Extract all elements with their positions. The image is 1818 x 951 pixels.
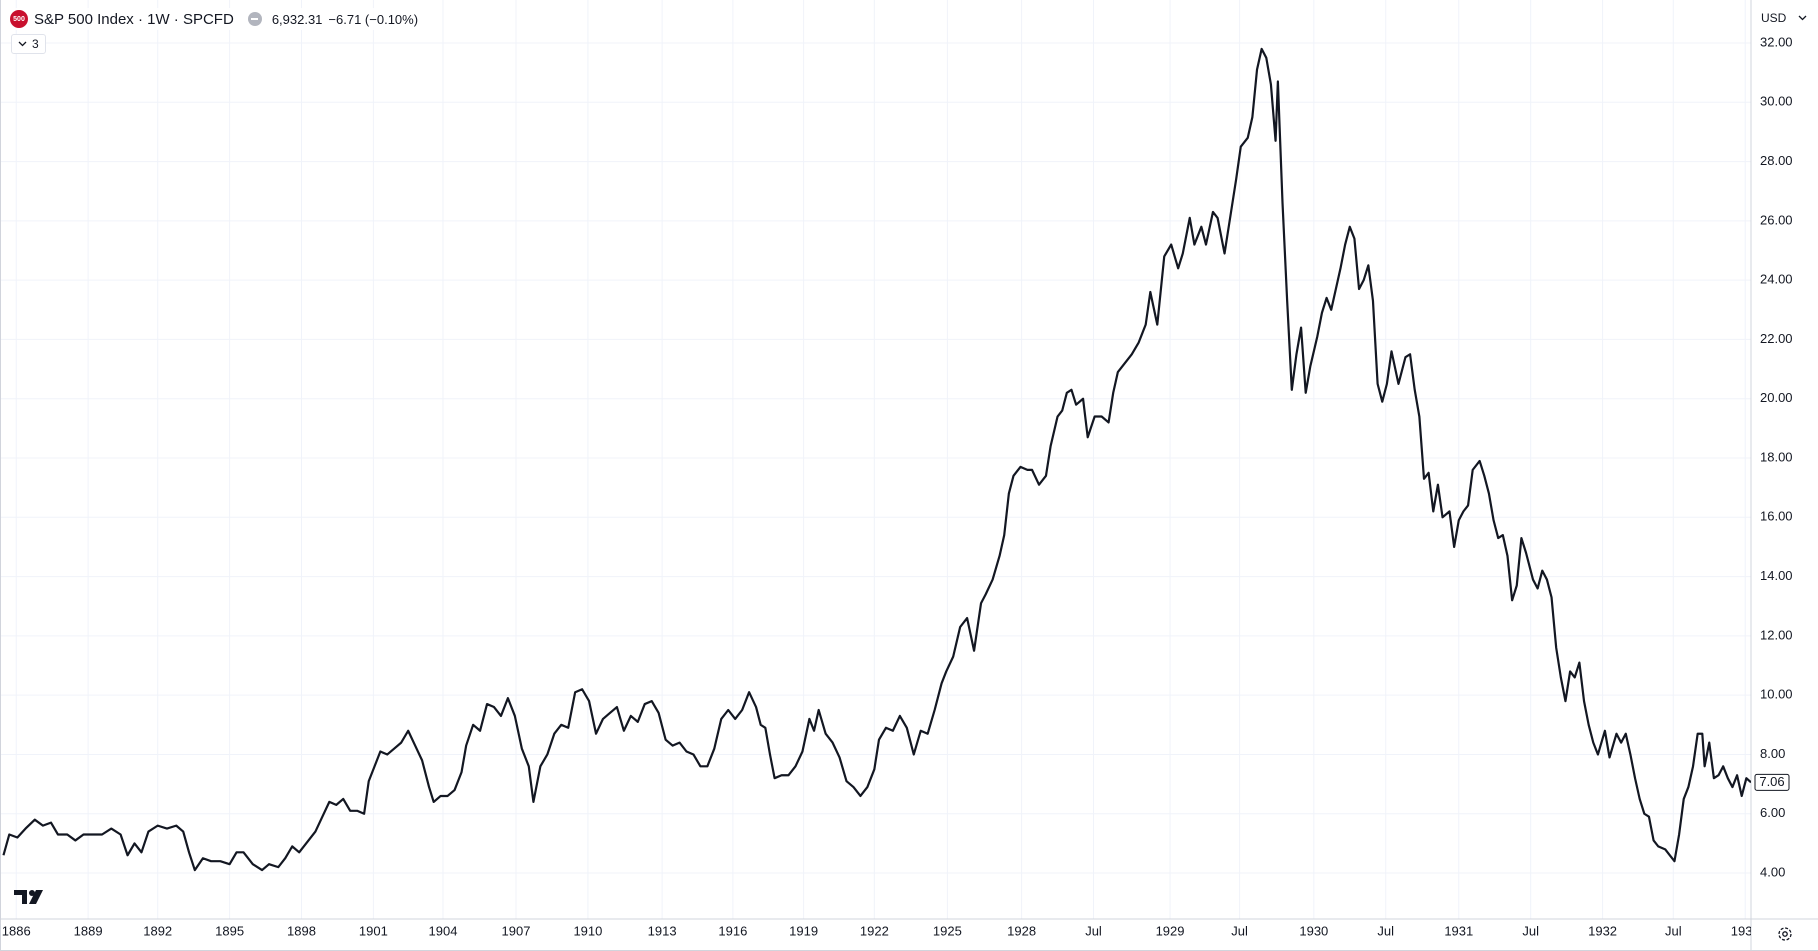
y-tick-label: 16.00: [1760, 509, 1793, 524]
x-tick-label: Jul: [1665, 923, 1682, 938]
symbol-header: 500 S&P 500 Index · 1W · SPCFD 6,932.31 …: [10, 8, 419, 30]
last-value-box: [1754, 773, 1790, 791]
settings-icon[interactable]: [1778, 927, 1792, 941]
market-status[interactable]: [247, 12, 262, 26]
x-tick-label: 1907: [502, 923, 531, 938]
currency-select[interactable]: USD: [1755, 6, 1813, 30]
x-tick-label: 1898: [287, 923, 316, 938]
price-change: −6.71 (−0.10%): [328, 11, 419, 27]
y-tick-label: 10.00: [1760, 687, 1793, 702]
y-tick-label: 8.00: [1760, 746, 1785, 761]
x-tick-label: 1932: [1588, 923, 1617, 938]
x-tick-label: 1886: [2, 923, 31, 938]
last-value-label: 7.06: [1759, 774, 1784, 789]
x-tick-label: Jul: [1231, 923, 1248, 938]
y-tick-label: 18.00: [1760, 449, 1793, 464]
x-tick-label: 1922: [860, 923, 889, 938]
gear-outer: [1778, 927, 1792, 941]
y-tick-label: 6.00: [1760, 805, 1785, 820]
indicators-count: 3: [32, 37, 39, 51]
x-tick-label: 1889: [74, 923, 103, 938]
x-tick-label: 1916: [718, 923, 747, 938]
tv-logo-dot: [29, 890, 35, 896]
x-tick-label: 1930: [1299, 923, 1328, 938]
y-tick-label: 28.00: [1760, 153, 1793, 168]
x-tick-label: Jul: [1085, 923, 1102, 938]
x-tick-label: 1910: [573, 923, 602, 938]
y-tick-label: 4.00: [1760, 864, 1785, 879]
y-tick-label: 32.00: [1760, 34, 1793, 49]
y-tick-label: 14.00: [1760, 568, 1793, 583]
x-tick-label: 1901: [359, 923, 388, 938]
x-tick-label: 1919: [789, 923, 818, 938]
x-tick-label: Jul: [1522, 923, 1539, 938]
chevron: [18, 41, 27, 47]
y-tick-label: 20.00: [1760, 390, 1793, 405]
tv-logo-mark: [14, 890, 27, 904]
x-tick-label: 1929: [1156, 923, 1185, 938]
y-tick-label: 26.00: [1760, 212, 1793, 227]
price-line: [2, 47, 1751, 872]
chevron: [1798, 15, 1807, 21]
symbol-logo: 500: [10, 10, 28, 28]
gear-inner: [1782, 931, 1788, 937]
x-tick-label: 1904: [429, 923, 458, 938]
x-tick-label: 1928: [1007, 923, 1036, 938]
tv-logo-mark: [29, 890, 43, 904]
x-tick-label: 1925: [933, 923, 962, 938]
y-tick-label: 24.00: [1760, 272, 1793, 287]
last-price: 6,932.31: [271, 11, 323, 27]
x-tick-label: 1895: [215, 923, 244, 938]
x-tick-label: 1933: [1731, 923, 1760, 938]
indicators-toggle[interactable]: 3: [11, 34, 46, 54]
x-tick-label: 1892: [143, 923, 172, 938]
y-tick-label: 22.00: [1760, 331, 1793, 346]
x-tick-label: Jul: [1377, 923, 1394, 938]
symbol-title[interactable]: S&P 500 Index · 1W · SPCFD: [34, 10, 234, 28]
x-tick-label: 1913: [648, 923, 677, 938]
x-tick-label: 1931: [1444, 923, 1473, 938]
y-tick-label: 12.00: [1760, 627, 1793, 642]
tv-logo: [14, 890, 43, 904]
y-tick-label: 30.00: [1760, 94, 1793, 109]
currency: USD: [1761, 11, 1787, 25]
x-tick-labels: 1886 1889 1892 1895 1898 1901 1904 1907 1910 1913…: [2, 923, 1760, 938]
